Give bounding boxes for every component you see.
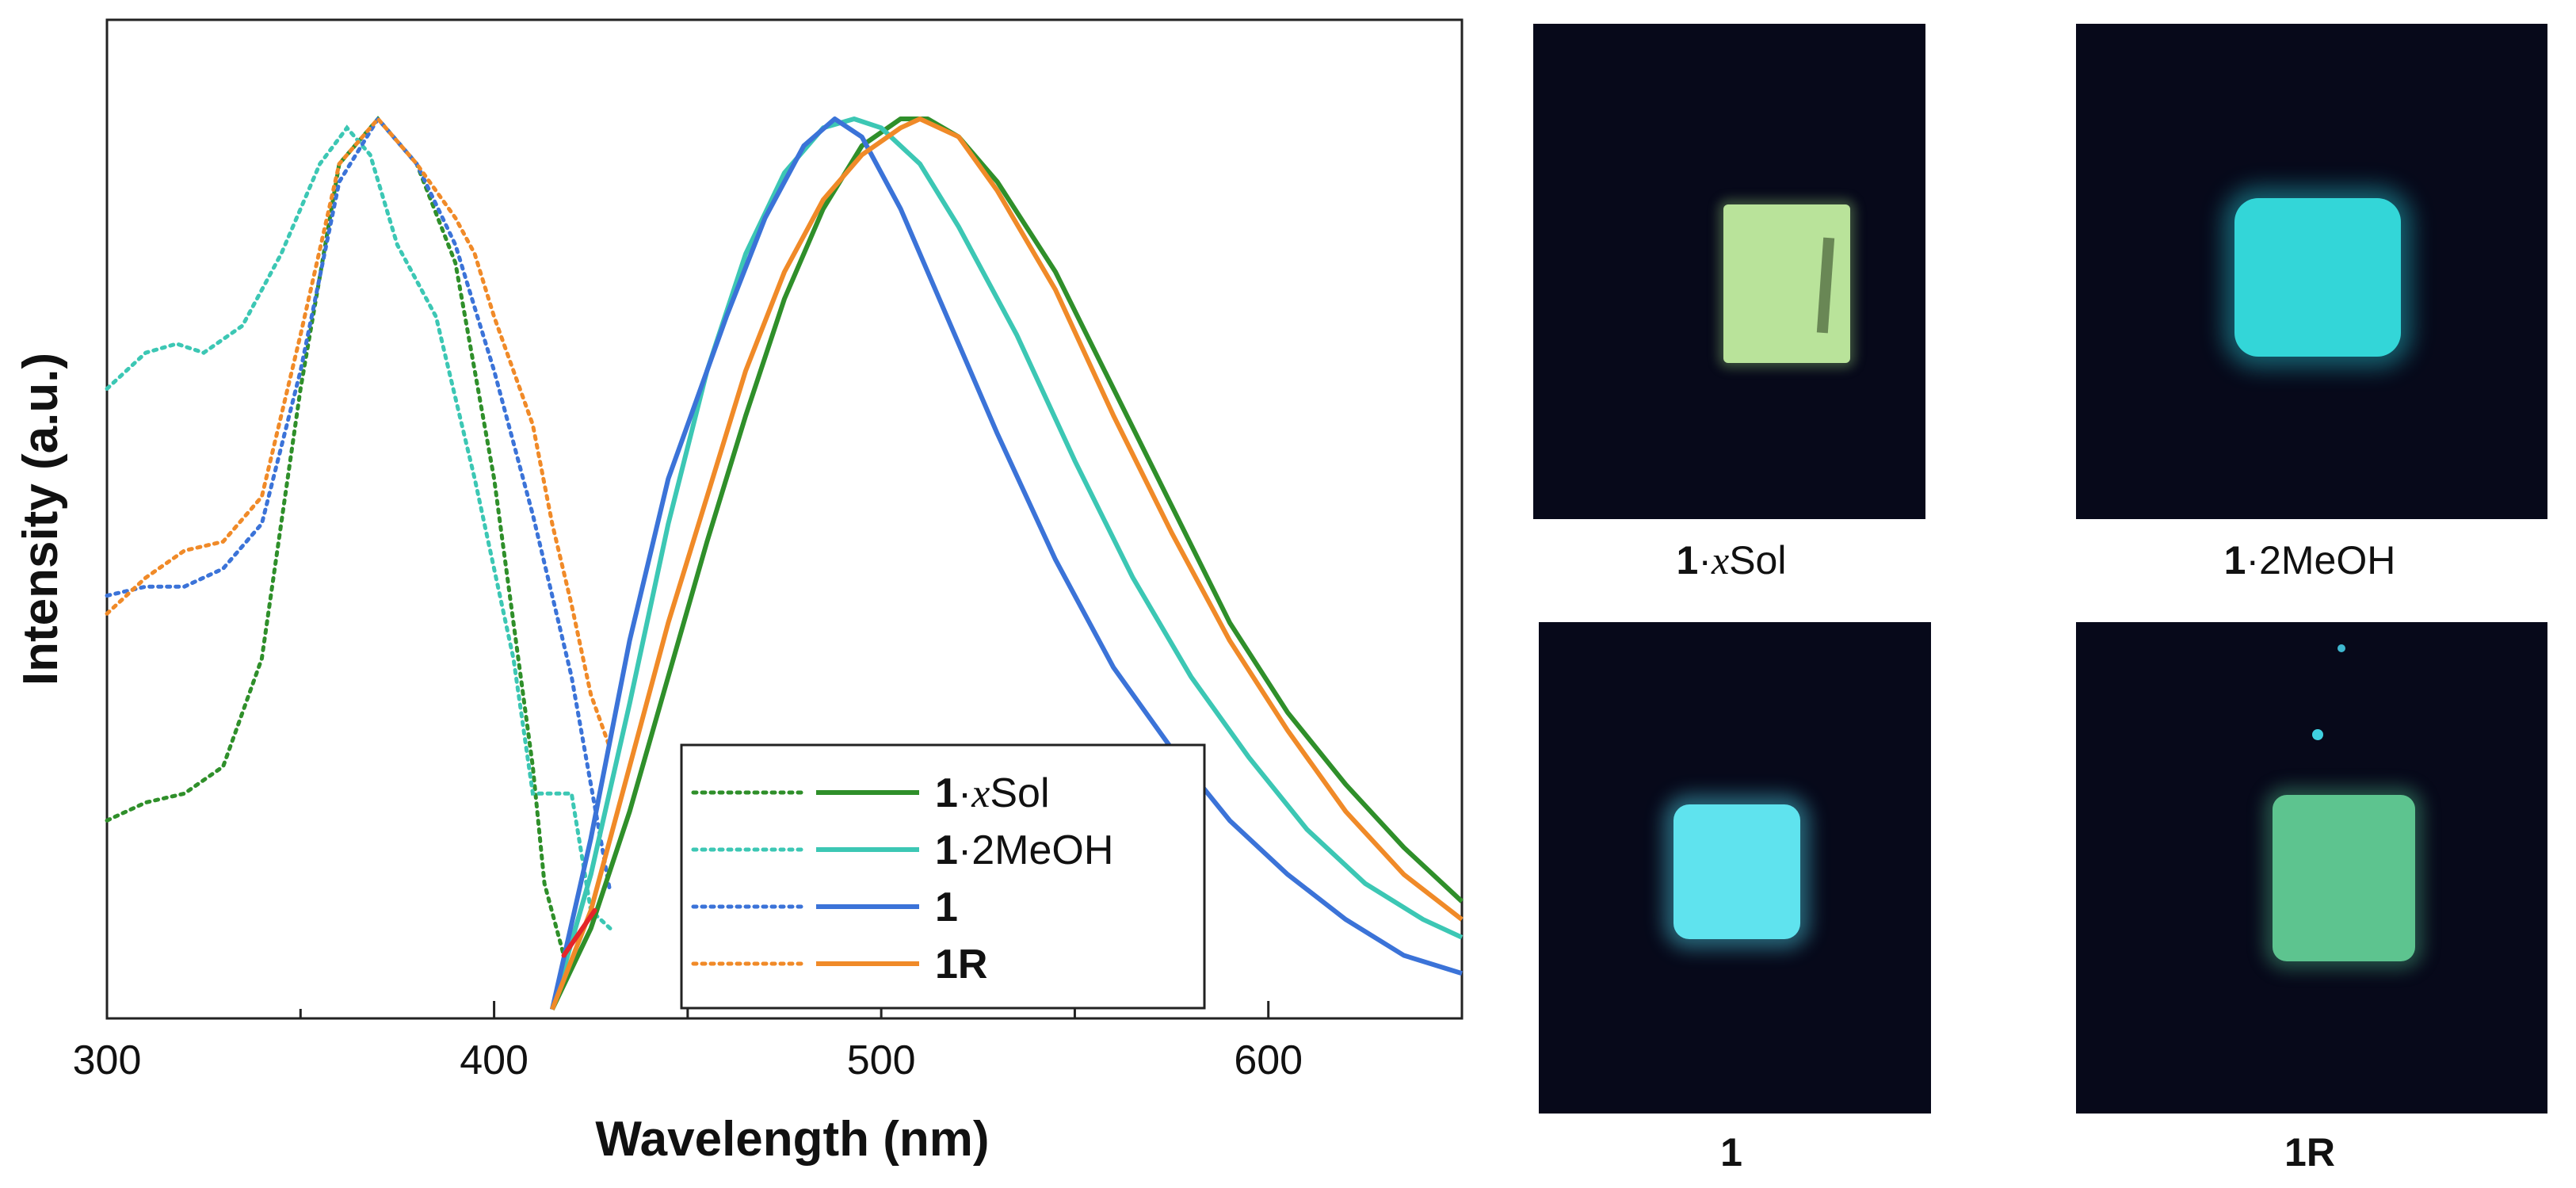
excitation-line-1-2meoh <box>105 124 613 930</box>
sample-patch-1 <box>1673 804 1800 939</box>
red-overlap-segment <box>561 907 597 958</box>
x-tick-label: 300 <box>73 1037 142 1083</box>
x-tick-label: 500 <box>847 1037 916 1083</box>
photo-label-1: 1 <box>1720 1130 1742 1175</box>
legend-label: 1 <box>935 884 958 930</box>
photo-label-1-2meoh: 1·2MeOH <box>2223 538 2396 583</box>
excitation-line-1-xsol <box>105 116 566 957</box>
photo-1 <box>1539 622 1931 1114</box>
emission-line-1-xsol <box>550 117 1464 1010</box>
excitation-line-1r <box>105 116 613 751</box>
emission-excitation-chart: 300 400 500 600 Intensity (a.u.) Wavelength… <box>13 18 1464 1167</box>
x-tick-label: 600 <box>1234 1037 1303 1083</box>
photo-label-1r: 1R <box>2284 1130 2335 1175</box>
photo-1r <box>2076 622 2547 1114</box>
y-axis-label: Intensity (a.u.) <box>13 353 68 686</box>
emission-line-1-2meoh <box>550 117 1464 1010</box>
sample-patch-1-2meoh <box>2234 198 2401 357</box>
legend-box <box>680 743 1206 1010</box>
glow-speck <box>2312 729 2323 740</box>
x-axis-label: Wavelength (nm) <box>595 1112 989 1167</box>
plot-frame <box>105 18 1464 1020</box>
x-tick-label: 400 <box>460 1037 529 1083</box>
x-axis-ticks: 300 400 500 600 <box>73 1001 1303 1083</box>
photo-label-1-xsol: 1·xSol <box>1676 538 1787 583</box>
legend-label: 1·xSol <box>935 770 1050 816</box>
glow-speck <box>2337 644 2345 652</box>
emission-line-1 <box>549 117 1463 1010</box>
series-layer <box>105 115 1464 1010</box>
sample-patch-1r <box>2273 795 2415 961</box>
photo-1-2meoh <box>2076 24 2547 519</box>
legend-label: 1·2MeOH <box>935 827 1113 873</box>
emission-line-1r <box>550 117 1464 1010</box>
photo-1-xsol <box>1533 24 1925 519</box>
legend: 1·xSol 1·2MeOH 1 1R <box>680 743 1206 1010</box>
legend-label: 1R <box>935 942 987 987</box>
